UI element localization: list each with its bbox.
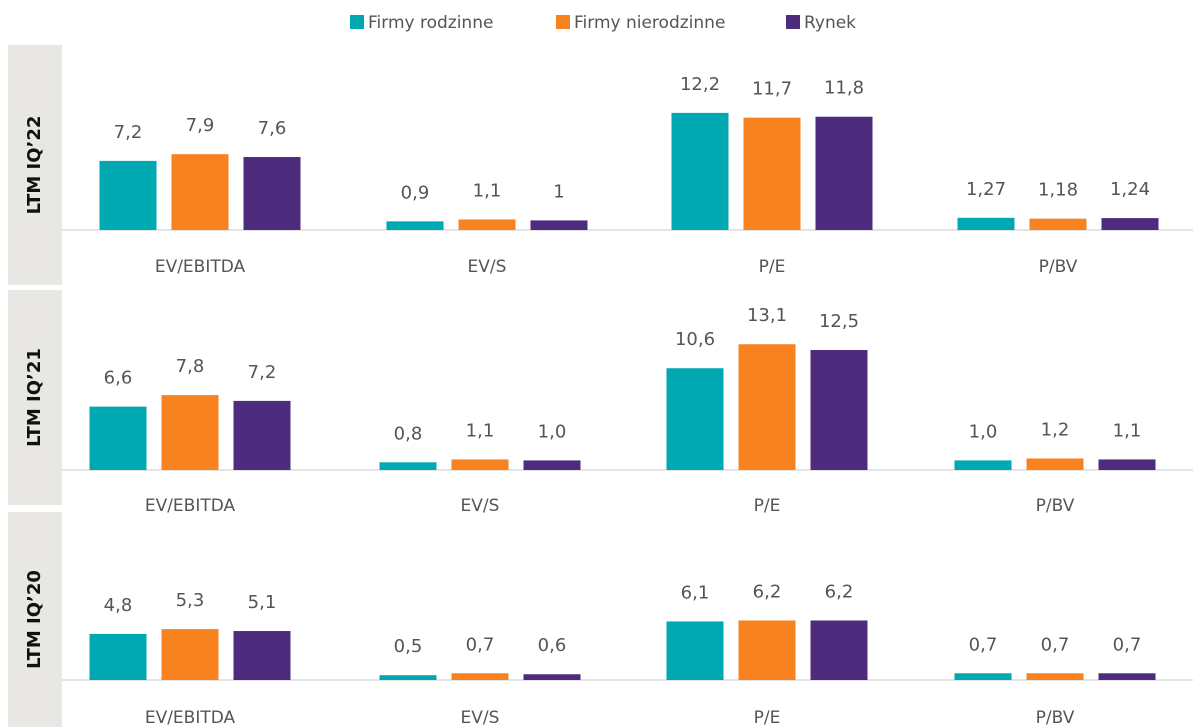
- bar: [386, 221, 444, 230]
- legend-swatch: [786, 15, 800, 29]
- bar: [1101, 218, 1159, 230]
- bar: [1098, 673, 1156, 680]
- category-label: EV/S: [468, 257, 507, 277]
- category-label: P/E: [754, 708, 781, 727]
- value-label: 0,5: [394, 636, 423, 657]
- bar: [671, 112, 729, 230]
- bar: [243, 157, 301, 230]
- panel-label: LTM IQ’20: [24, 570, 45, 669]
- category-label: P/BV: [1036, 708, 1075, 727]
- bar: [161, 395, 219, 470]
- panel-label-box: [8, 45, 62, 285]
- value-label: 12,2: [680, 74, 720, 95]
- value-label: 10,6: [675, 329, 715, 350]
- category-label: EV/EBITDA: [155, 257, 246, 277]
- bar: [1029, 218, 1087, 230]
- bar: [89, 633, 147, 680]
- bar: [815, 116, 873, 230]
- category-label: P/BV: [1039, 257, 1078, 277]
- category-label: EV/S: [461, 708, 500, 727]
- bar: [810, 620, 868, 680]
- value-label: 6,1: [681, 582, 710, 603]
- bar: [379, 462, 437, 470]
- value-label: 0,7: [969, 634, 998, 655]
- value-label: 6,6: [104, 368, 133, 389]
- value-label: 0,9: [401, 182, 430, 203]
- value-label: 1,24: [1110, 179, 1150, 200]
- value-label: 7,2: [248, 362, 277, 383]
- value-label: 5,3: [176, 590, 205, 611]
- value-label: 11,8: [824, 78, 864, 99]
- value-label: 1,1: [473, 180, 502, 201]
- bar: [171, 154, 229, 230]
- panel-label: LTM IQ’22: [24, 116, 45, 215]
- category-label: P/E: [754, 496, 781, 516]
- legend-swatch: [556, 15, 570, 29]
- value-label: 1,2: [1041, 419, 1070, 440]
- bar: [451, 673, 509, 680]
- bar: [738, 620, 796, 680]
- bar: [1026, 458, 1084, 470]
- bar: [161, 629, 219, 680]
- bar: [957, 217, 1015, 230]
- value-label: 13,1: [747, 305, 787, 326]
- bar: [1098, 459, 1156, 470]
- value-label: 6,2: [753, 581, 782, 602]
- category-label: P/E: [759, 257, 786, 277]
- bar: [530, 220, 588, 230]
- value-label: 0,7: [466, 634, 495, 655]
- panel-label-box: [8, 512, 62, 727]
- bar: [523, 674, 581, 680]
- value-label: 0,6: [538, 635, 567, 656]
- value-label: 7,8: [176, 356, 205, 377]
- value-label: 0,7: [1041, 634, 1070, 655]
- bar: [738, 344, 796, 470]
- value-label: 1,0: [538, 421, 567, 442]
- panel-label: LTM IQ’21: [24, 348, 45, 447]
- bar: [666, 621, 724, 680]
- value-label: 5,1: [248, 592, 277, 613]
- value-label: 12,5: [819, 311, 859, 332]
- bar: [954, 673, 1012, 680]
- legend-label: Rynek: [804, 13, 856, 33]
- value-label: 1,18: [1038, 180, 1078, 201]
- legend-label: Firmy nierodzinne: [574, 13, 725, 33]
- bar: [89, 406, 147, 470]
- category-label: EV/EBITDA: [145, 708, 236, 727]
- value-label: 0,7: [1113, 634, 1142, 655]
- value-label: 7,9: [186, 115, 215, 136]
- legend-label: Firmy rodzinne: [368, 13, 493, 33]
- category-label: EV/EBITDA: [145, 496, 236, 516]
- bar: [954, 460, 1012, 470]
- category-label: P/BV: [1036, 496, 1075, 516]
- panel-label-box: [8, 290, 62, 505]
- value-label: 1,27: [966, 179, 1006, 200]
- value-label: 1: [553, 181, 564, 202]
- value-label: 11,7: [752, 79, 792, 100]
- bar: [1026, 673, 1084, 680]
- value-label: 6,2: [825, 581, 854, 602]
- value-label: 1,0: [969, 421, 998, 442]
- value-label: 7,6: [258, 118, 287, 139]
- value-label: 4,8: [104, 595, 133, 616]
- bar: [451, 459, 509, 470]
- bar: [233, 631, 291, 680]
- bar: [523, 460, 581, 470]
- value-label: 0,8: [394, 423, 423, 444]
- category-label: EV/S: [461, 496, 500, 516]
- value-label: 1,1: [1113, 420, 1142, 441]
- bar: [233, 400, 291, 470]
- bar: [458, 219, 516, 230]
- value-label: 1,1: [466, 420, 495, 441]
- value-label: 7,2: [114, 122, 143, 143]
- bar: [666, 368, 724, 470]
- bar: [99, 160, 157, 230]
- bar: [379, 675, 437, 680]
- bar: [743, 117, 801, 230]
- bar: [810, 350, 868, 470]
- legend-swatch: [350, 15, 364, 29]
